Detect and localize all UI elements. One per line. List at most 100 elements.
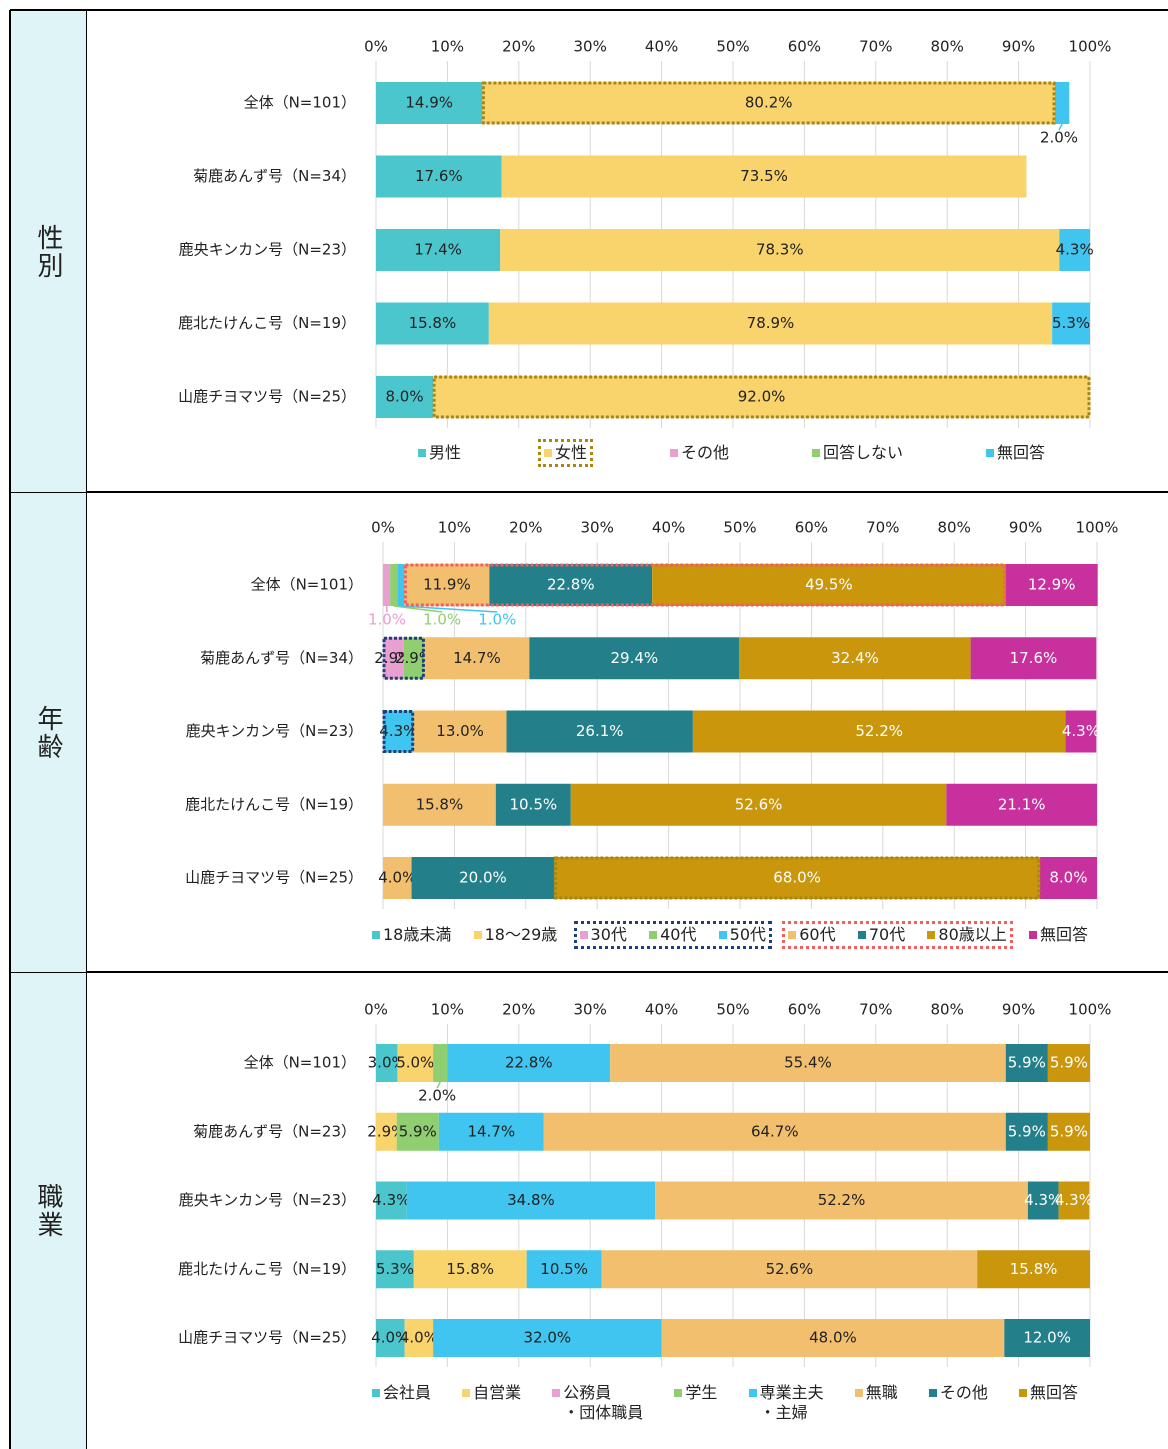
value-label: 1.0% — [423, 611, 461, 629]
value-label: 4.3% — [1024, 1191, 1062, 1209]
category-label: 菊鹿あんず号（N=34） — [193, 167, 356, 185]
category-label: 山鹿チヨマツ号（N=25） — [178, 1329, 356, 1347]
value-label: 52.6% — [766, 1260, 814, 1278]
legend-swatch — [748, 1389, 757, 1397]
value-label: 2.9% — [374, 649, 412, 667]
legend-swatch — [927, 931, 936, 939]
bar-segment — [376, 1319, 405, 1357]
bar-segment — [433, 1044, 448, 1082]
value-label: 5.9% — [1050, 1122, 1088, 1140]
bar-segment — [529, 637, 740, 680]
bar-segment — [1059, 229, 1090, 271]
legend: 男性 女性 その他 回答しない 無回答 — [418, 443, 1045, 463]
value-label: 14.7% — [453, 649, 501, 667]
value-label: 5.9% — [1008, 1054, 1046, 1072]
value-label: 17.4% — [414, 241, 462, 259]
value-label: 21.1% — [998, 795, 1046, 813]
section-label-cell: 年齢 — [11, 493, 86, 972]
legend-label: 無回答 — [1039, 925, 1088, 944]
bar-segment — [610, 1044, 1006, 1082]
section-label: 職業 — [33, 1183, 63, 1239]
value-label: 34.8% — [507, 1191, 555, 1209]
legend-label: 学生 — [685, 1383, 718, 1402]
bar-segment — [482, 82, 1056, 124]
legend-label: 18歳未満 — [383, 925, 452, 944]
value-label: 8.0% — [386, 388, 424, 406]
bar-segment — [1027, 1181, 1059, 1220]
value-label: 4.0% — [400, 1329, 438, 1347]
value-label: 5.9% — [399, 1122, 437, 1140]
value-label: 80.2% — [745, 94, 793, 112]
value-label: 73.5% — [740, 167, 788, 185]
x-tick-label: 100% — [1076, 519, 1119, 537]
legend-swatch — [674, 1389, 683, 1397]
legend-item: 無回答 — [1018, 1383, 1078, 1403]
value-label: 26.1% — [576, 722, 624, 740]
bar-segment — [383, 710, 414, 753]
bar-segment — [601, 1250, 978, 1289]
x-tick-label: 60% — [788, 38, 821, 56]
bar-segment — [977, 1250, 1090, 1289]
value-label: 15.8% — [446, 1260, 494, 1278]
value-label: 5.9% — [1050, 1054, 1088, 1072]
value-label: 3.0% — [368, 1054, 406, 1072]
bar-segment — [413, 710, 507, 753]
leader-line — [393, 605, 443, 613]
x-tick-label: 80% — [931, 1001, 964, 1019]
legend-label: その他 — [680, 443, 729, 462]
section-label-cell: 性別 — [11, 11, 86, 492]
legend-item: 学生 — [674, 1383, 717, 1403]
legend: 18歳未満 18～29歳 30代 40代 50代 60代 70代 80歳以上 無回答 — [372, 925, 1088, 945]
value-label: 22.8% — [547, 576, 595, 594]
value-label: 15.8% — [1010, 1260, 1058, 1278]
x-tick-label: 90% — [1002, 1001, 1035, 1019]
x-tick-label: 30% — [574, 38, 607, 56]
bar-segment — [397, 1044, 434, 1082]
x-tick-label: 0% — [371, 519, 395, 537]
value-label: 13.0% — [436, 722, 484, 740]
value-label: 5.3% — [1052, 314, 1090, 332]
bar-segment — [403, 637, 425, 680]
legend-swatch — [649, 931, 658, 939]
legend-label: 専業主夫 ・主婦 — [759, 1383, 824, 1422]
value-label: 52.2% — [818, 1191, 866, 1209]
legend-swatch — [857, 931, 866, 939]
x-tick-label: 50% — [723, 519, 756, 537]
legend: 会社員 自営業 公務員 ・団体職員 学生 専業主夫 ・主婦 無職 その他 無回答 — [372, 1383, 1078, 1423]
x-tick-label: 60% — [788, 1001, 821, 1019]
legend-highlight-box — [573, 921, 773, 949]
value-label: 92.0% — [738, 388, 786, 406]
value-label: 78.9% — [747, 314, 795, 332]
legend-item: 無回答 — [985, 443, 1045, 463]
x-tick-label: 30% — [574, 1001, 607, 1019]
bar-segment — [424, 637, 530, 680]
x-tick-label: 90% — [1009, 519, 1042, 537]
x-tick-label: 0% — [364, 1001, 388, 1019]
x-tick-label: 90% — [1002, 38, 1035, 56]
legend-label: 回答しない — [822, 443, 903, 462]
legend-swatch — [985, 449, 994, 457]
bar-segment — [1065, 710, 1097, 753]
bar-segment — [406, 1181, 656, 1220]
legend-item: 自営業 — [462, 1383, 521, 1403]
x-tick-label: 40% — [645, 38, 678, 56]
bar-segment — [692, 710, 1066, 753]
x-tick-label: 10% — [431, 38, 464, 56]
bar-segment — [383, 637, 404, 680]
value-label: 49.5% — [805, 576, 853, 594]
value-label: 48.0% — [809, 1329, 857, 1347]
legend-swatch — [669, 449, 678, 457]
value-label: 52.2% — [855, 722, 903, 740]
category-label: 全体（N=101） — [244, 94, 356, 112]
bar-segment — [526, 1250, 602, 1289]
legend-highlight-box — [782, 921, 1013, 949]
bar-segment — [1005, 1044, 1048, 1082]
legend-swatch — [1018, 1389, 1027, 1397]
value-label: 5.0% — [396, 1054, 434, 1072]
legend-item: 男性 — [418, 443, 461, 463]
bar-segment — [376, 229, 501, 271]
value-label: 4.0% — [378, 869, 416, 887]
legend-label: 無職 — [865, 1383, 898, 1402]
